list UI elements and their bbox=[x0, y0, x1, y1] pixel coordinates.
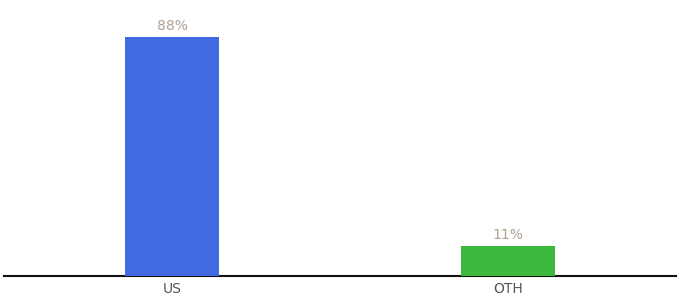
Text: 88%: 88% bbox=[156, 19, 188, 33]
Text: 11%: 11% bbox=[492, 228, 524, 242]
Bar bbox=[461, 246, 555, 276]
Bar bbox=[125, 37, 219, 276]
